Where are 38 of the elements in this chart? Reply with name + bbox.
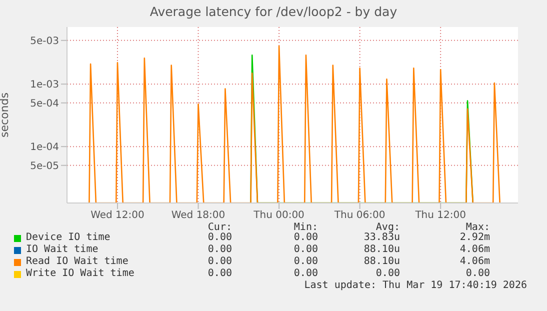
y-tick-label: 5e-03 [30, 36, 59, 47]
x-tick-label: Wed 12:00 [90, 210, 144, 222]
text: Avg: [376, 222, 400, 233]
text: Last update: Thu Mar 19 17:40:19 2026 [304, 280, 527, 291]
y-tick-label: 5e-05 [30, 160, 59, 172]
legend-label: Device IO time [26, 232, 110, 243]
y-tick-label: 5e-04 [30, 98, 59, 110]
legend-label: Read IO Wait time [26, 256, 128, 267]
text: 0.00 [292, 232, 318, 243]
y-tick-label: 1e-03 [30, 80, 59, 91]
text: 2.92m [458, 232, 490, 243]
line-series [88, 45, 500, 203]
text: 4.06m [458, 244, 490, 255]
y-axis-title: seconds [0, 92, 11, 138]
legend-label: IO Wait time [26, 244, 98, 255]
x-tick-label: Thu 00:00 [252, 210, 304, 222]
text: 4.06m [458, 256, 490, 267]
text: Cur: [206, 222, 232, 233]
x-tick-label: Thu 06:00 [333, 210, 386, 222]
text: Max: [466, 222, 490, 233]
text: 0.00 [292, 256, 318, 267]
text: Min: [292, 222, 318, 233]
text: 88.10u [362, 256, 400, 267]
text: 0.00 [206, 244, 232, 255]
text: 0.00 [374, 268, 400, 279]
chart-title: Average latency for /dev/loop2 - by day [148, 4, 398, 19]
x-tick-label: Wed 18:00 [171, 210, 226, 222]
text: 0.00 [464, 268, 490, 279]
text: 0.00 [206, 268, 232, 279]
text: 0.00 [292, 244, 318, 255]
text: 33.83u [362, 232, 400, 243]
y-tick-label: 1e-04 [30, 142, 59, 154]
text: 88.10u [362, 244, 400, 255]
x-tick-label: Thu 12:00 [414, 210, 466, 222]
text: 0.00 [206, 232, 232, 243]
text: 0.00 [292, 268, 318, 279]
text: 0.00 [206, 256, 232, 267]
legend-label: Write IO Wait time [26, 268, 134, 279]
